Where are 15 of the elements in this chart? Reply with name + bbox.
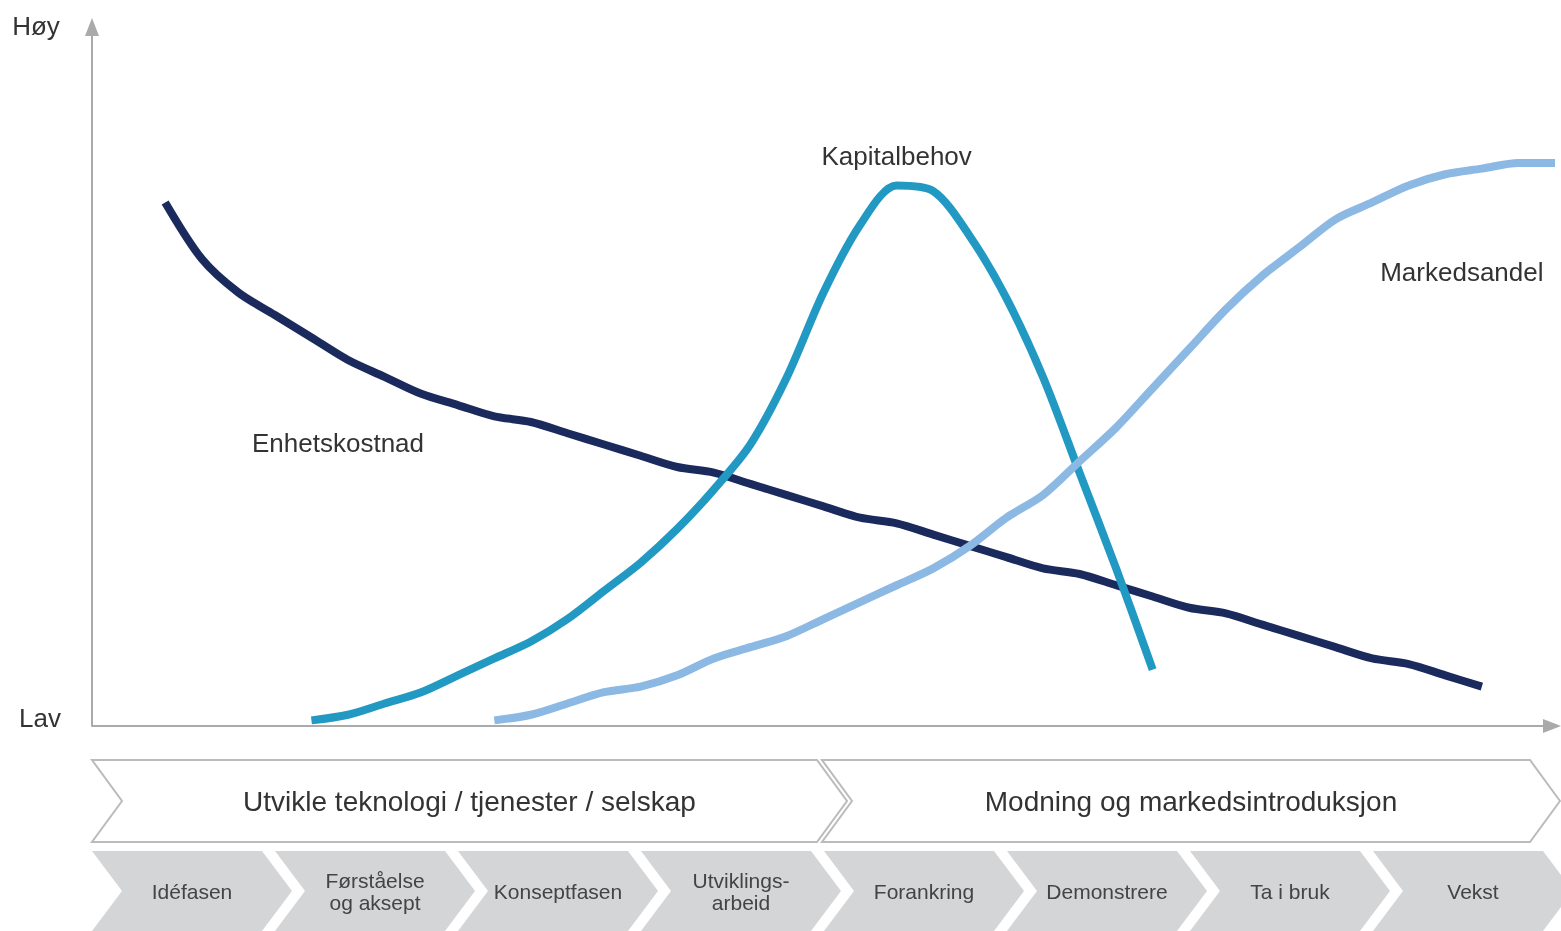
series-label: Kapitalbehov bbox=[821, 140, 972, 171]
text: Konseptfasen bbox=[493, 879, 623, 903]
text: Idéfasen bbox=[151, 879, 233, 903]
text: Modning og markedsintroduksjon bbox=[984, 785, 1398, 817]
text: Demonstrere bbox=[1046, 879, 1168, 903]
series-label: Enhetskostnad bbox=[252, 428, 425, 459]
text: Markedsandel bbox=[1380, 256, 1544, 287]
text: Forankring bbox=[873, 879, 975, 903]
text: Førståelse og aksept bbox=[325, 868, 425, 914]
text: Vekst bbox=[1447, 879, 1499, 903]
text: Høy bbox=[12, 11, 60, 41]
text: Lav bbox=[19, 703, 61, 733]
text: Utvikle teknologi / tjenester / selskap bbox=[243, 785, 696, 817]
text: Ta i bruk bbox=[1250, 879, 1331, 903]
text: Utviklings- arbeid bbox=[692, 868, 790, 914]
